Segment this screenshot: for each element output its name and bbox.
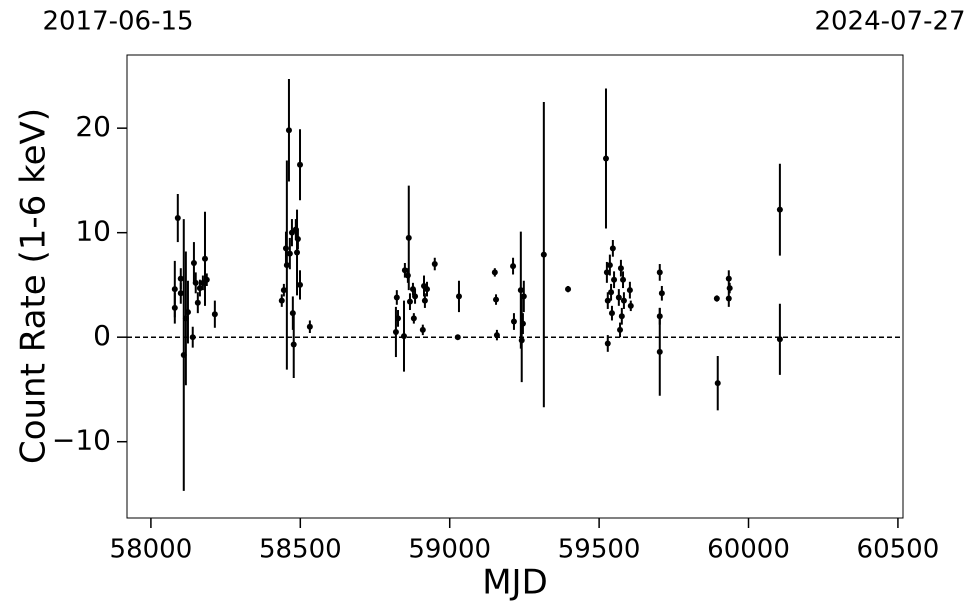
- data-point: [177, 275, 184, 282]
- data-point: [194, 299, 201, 306]
- x-tick-label: 59000: [408, 535, 491, 565]
- data-point: [455, 293, 462, 300]
- y-tick-label: 20: [75, 110, 111, 143]
- data-point: [297, 161, 304, 168]
- y-tick-label: −10: [52, 424, 111, 457]
- data-point: [618, 313, 625, 320]
- data-point: [713, 295, 720, 302]
- data-point: [405, 234, 412, 241]
- data-point: [184, 309, 191, 316]
- data-point: [656, 348, 663, 355]
- data-point: [565, 286, 572, 293]
- data-point: [171, 304, 178, 311]
- data-point: [656, 269, 663, 276]
- data-point: [393, 294, 400, 301]
- y-axis-label: Count Rate (1-6 keV): [14, 108, 54, 464]
- data-point: [286, 250, 293, 257]
- x-tick-label: 60000: [707, 535, 790, 565]
- data-point: [609, 245, 616, 252]
- data-point: [395, 315, 402, 322]
- data-point: [283, 262, 290, 269]
- data-point: [201, 255, 208, 262]
- data-point: [410, 315, 417, 322]
- data-point: [540, 251, 547, 258]
- data-point: [776, 336, 783, 343]
- data-point: [424, 286, 431, 293]
- date-start-label: 2017-06-15: [42, 7, 193, 37]
- y-tick-label: 10: [75, 215, 111, 248]
- data-point: [406, 298, 413, 305]
- data-point: [606, 262, 613, 269]
- data-point: [608, 289, 615, 296]
- x-tick-label: 58500: [259, 535, 342, 565]
- data-point: [190, 259, 197, 266]
- data-point: [519, 320, 526, 327]
- data-point: [611, 276, 618, 283]
- data-point: [392, 328, 399, 335]
- data-point: [401, 267, 408, 274]
- data-point: [278, 297, 285, 304]
- data-point: [196, 285, 203, 292]
- x-tick-label: 58000: [110, 535, 193, 565]
- data-point: [174, 215, 181, 222]
- data-point: [725, 295, 732, 302]
- data-point: [297, 281, 304, 288]
- data-point: [626, 287, 633, 294]
- data-point: [400, 333, 407, 340]
- data-point: [177, 290, 184, 297]
- data-point: [656, 313, 663, 320]
- y-tick-label: 0: [93, 319, 111, 352]
- data-point: [658, 290, 665, 297]
- data-point: [285, 127, 292, 134]
- data-point: [290, 341, 297, 348]
- data-point: [493, 332, 500, 339]
- x-axis-label: MJD: [482, 563, 548, 603]
- plot-frame: [126, 54, 904, 519]
- data-point: [171, 286, 178, 293]
- data-point: [192, 279, 199, 286]
- data-point: [294, 235, 301, 242]
- data-point: [617, 326, 624, 333]
- data-point: [603, 269, 610, 276]
- data-point: [412, 293, 419, 300]
- data-point: [306, 323, 313, 330]
- data-point: [211, 311, 218, 318]
- data-point: [493, 296, 500, 303]
- data-point: [776, 206, 783, 213]
- data-point: [510, 318, 517, 325]
- data-point: [520, 293, 527, 300]
- data-point: [620, 276, 627, 283]
- data-point: [491, 269, 498, 276]
- data-point: [421, 297, 428, 304]
- data-point: [627, 302, 634, 309]
- data-point: [617, 265, 624, 272]
- data-point: [510, 263, 517, 270]
- x-tick-label: 60500: [857, 535, 940, 565]
- data-point: [419, 326, 426, 333]
- data-point: [189, 334, 196, 341]
- date-end-label: 2024-07-27: [814, 7, 965, 37]
- x-tick-label: 59500: [558, 535, 641, 565]
- data-point: [725, 275, 732, 282]
- data-point: [518, 337, 525, 344]
- data-point: [608, 310, 615, 317]
- data-point: [280, 287, 287, 294]
- data-point: [203, 276, 210, 283]
- data-point: [431, 261, 438, 268]
- data-point: [294, 249, 301, 256]
- data-point: [726, 285, 733, 292]
- data-point: [615, 294, 622, 301]
- data-point: [517, 287, 524, 294]
- data-point: [602, 155, 609, 162]
- data-point: [604, 297, 611, 304]
- data-point: [620, 297, 627, 304]
- data-point: [604, 340, 611, 347]
- data-point: [454, 334, 461, 341]
- data-point: [714, 380, 721, 387]
